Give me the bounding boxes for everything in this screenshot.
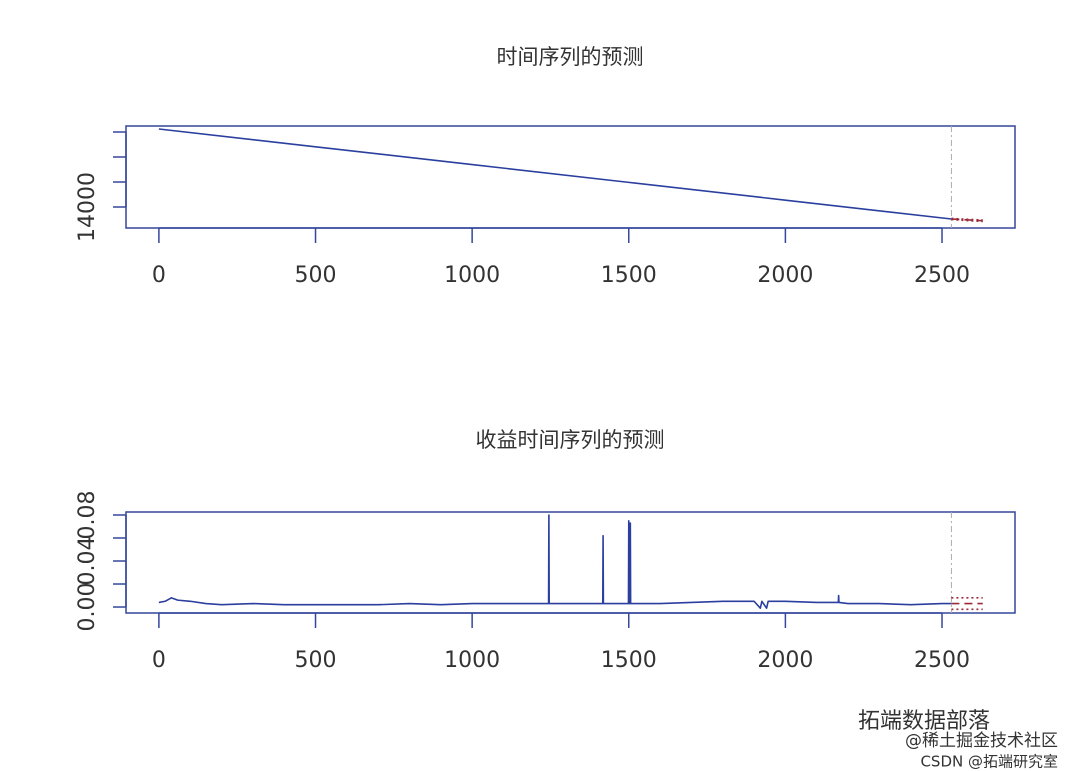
plot-box [125,511,1016,614]
x-tick-label: 500 [295,648,337,673]
x-tick-label: 1500 [601,648,657,673]
x-tick-label: 2000 [757,648,813,673]
y-tick-label: 0.08 [75,490,100,539]
x-tick-label: 2500 [914,648,970,673]
watermark: 拓端数据部落 [858,709,990,734]
x-tick-label: 1000 [444,263,500,288]
x-tick-label: 0 [152,648,166,673]
y-tick-label: 0.04 [75,537,100,586]
x-tick-label: 1500 [601,263,657,288]
series-line [158,128,952,220]
x-tick-label: 2500 [914,263,970,288]
series-line [158,514,952,609]
chart-title: 收益时间序列的预测 [476,428,665,452]
x-tick-label: 500 [295,263,337,288]
y-tick-label: 14000 [75,172,100,242]
watermark: CSDN @拓端研究室 [920,753,1058,771]
series-line [951,217,983,221]
x-tick-label: 2000 [757,263,813,288]
x-tick-label: 1000 [444,648,500,673]
chart-title: 时间序列的预测 [497,45,644,69]
watermark: @稀土掘金技术社区 [905,731,1058,751]
y-tick-label: 0.00 [75,583,100,632]
series-line [951,218,983,223]
plot-box [125,125,1016,229]
x-tick-label: 0 [152,263,166,288]
